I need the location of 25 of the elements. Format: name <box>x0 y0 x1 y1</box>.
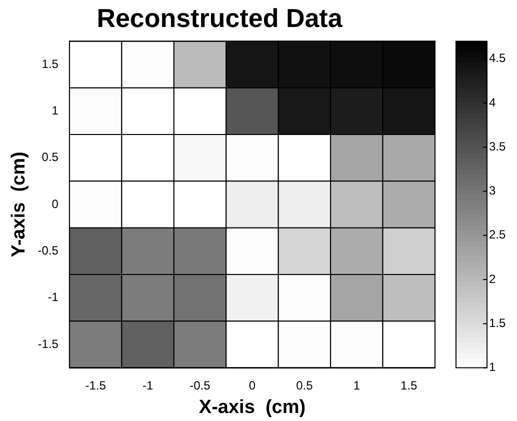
y-axis-title: Y-axis (cm) <box>8 152 30 258</box>
y-tick-label: 0 <box>52 196 59 211</box>
color-bar-label: 3.5 <box>489 139 506 154</box>
color-bar-label: 1 <box>489 360 496 374</box>
color-bar-label: 4 <box>489 95 496 110</box>
x-tick-label: -1 <box>142 378 154 392</box>
x-tick-label: 1 <box>353 378 360 392</box>
y-tick-label: -1 <box>48 290 59 304</box>
y-tick-label: 0.5 <box>42 150 59 164</box>
y-tick-label: -0.5 <box>38 243 59 258</box>
x-tick-label: 0.5 <box>296 378 314 392</box>
y-tick-label: -1.5 <box>38 336 59 351</box>
color-bar-label: 2.5 <box>489 228 506 242</box>
color-bar-label: 1.5 <box>489 316 506 330</box>
x-axis-title: X-axis (cm) <box>198 396 306 418</box>
chart-title: Reconstructed Data <box>96 2 343 33</box>
color-bar-label: 4.5 <box>489 51 506 66</box>
color-bar-label: 2 <box>489 272 496 286</box>
y-tick-label: 1.5 <box>42 56 59 71</box>
color-bar-label: 3 <box>489 184 496 198</box>
x-tick-label: -0.5 <box>190 378 211 392</box>
x-tick-label: 1.5 <box>400 378 418 392</box>
x-tick-label: 0 <box>248 378 256 392</box>
x-tick-label: -1.5 <box>85 378 106 392</box>
y-tick-label: 1 <box>52 104 59 118</box>
